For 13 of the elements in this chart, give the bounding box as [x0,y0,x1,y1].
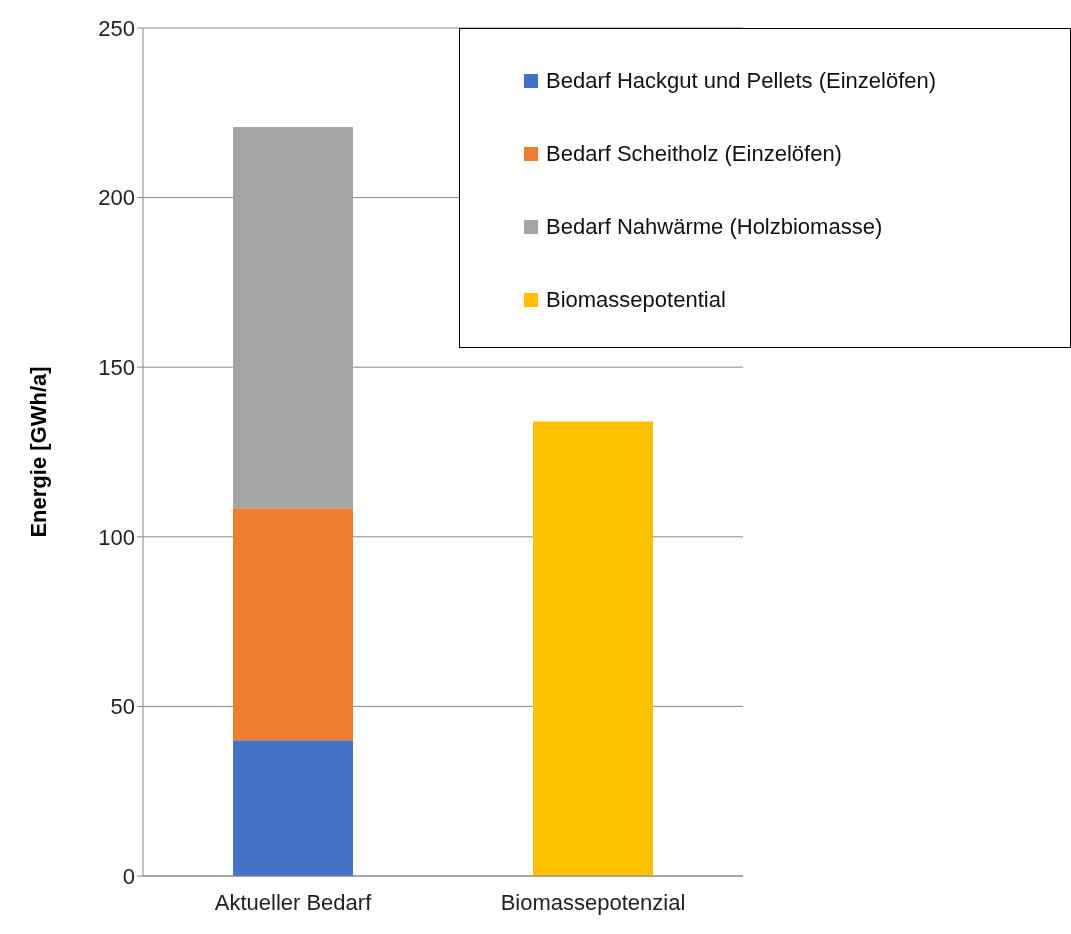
legend-label: Bedarf Hackgut und Pellets (Einzelöfen) [546,67,937,94]
y-tick-label: 150 [98,355,135,381]
legend-label: Bedarf Nahwärme (Holzbiomasse) [546,213,883,240]
y-tick-label: 200 [98,185,135,211]
x-tick-label: Aktueller Bedarf [214,889,373,915]
y-axis-title: Energie [GWh/a] [25,366,51,538]
x-tick-label: Biomassepotenzial [500,889,686,915]
legend-label: Biomassepotential [546,286,726,313]
y-tick-label: 250 [98,15,135,41]
y-tick-label: 0 [122,863,135,889]
y-tick-label: 50 [110,694,135,720]
legend-label: Bedarf Scheitholz (Einzelöfen) [546,140,842,167]
y-tick-label: 100 [98,524,135,550]
